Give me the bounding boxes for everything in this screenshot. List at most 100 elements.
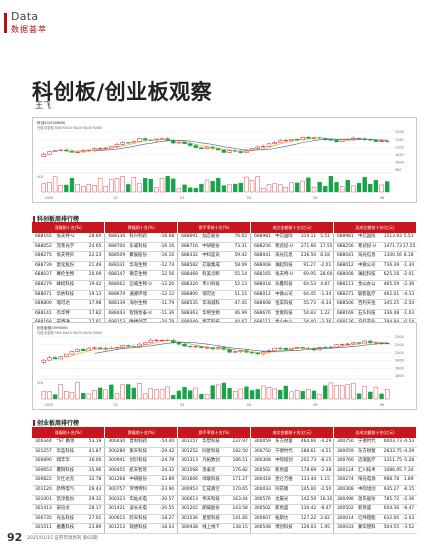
candle-body (41, 153, 47, 157)
table-cell: 126.03 (299, 523, 319, 534)
moving-average-line (94, 342, 388, 354)
table-cell: 20.09 (85, 270, 106, 281)
table-cell: 300014 (333, 514, 357, 525)
table-cell: 300033 (333, 523, 357, 534)
candle-body (204, 347, 210, 349)
table-cell: 688037 (32, 270, 56, 281)
table-cell: 301413 (32, 504, 56, 515)
table-cell: 2.82 (318, 514, 334, 525)
candle-body (58, 356, 63, 360)
table-cell: 凡拓数创 (201, 456, 232, 467)
table-cell: 覆铜科技 (55, 466, 86, 477)
volume-bar (227, 388, 232, 400)
table-cell: -12.56 (158, 270, 179, 281)
table-cell: 19.13 (85, 290, 106, 301)
table-cell: 澜起科技 (274, 261, 300, 272)
table-cell: 中际旭创 (274, 456, 300, 467)
table-cell: 300607 (250, 514, 275, 525)
table-cell: 688691 (177, 233, 202, 243)
table-cell: 688256 (333, 242, 357, 253)
price-label: 2000 (395, 359, 404, 363)
volume-bar (103, 186, 108, 193)
table-cell: 688111 (333, 280, 357, 291)
candle-body (221, 149, 227, 153)
table-row: 301120 新特电气 29.43 300757 罗博特科 -23.90 300953 汇成真… (32, 485, 417, 496)
table-cell: 301536 (177, 514, 202, 525)
candle-body (345, 343, 351, 345)
table-cell: 中际旭创 (357, 485, 383, 496)
volume-bar (171, 178, 176, 193)
volume-bar (266, 184, 272, 193)
candle-body (255, 146, 260, 149)
candle-body (278, 140, 283, 143)
volume-bar (210, 181, 215, 193)
volume-bar (92, 390, 97, 400)
table-cell: 伟天科技 (201, 495, 232, 506)
candle-body (159, 339, 165, 341)
candle-body (142, 138, 148, 141)
table-cell: -1.03 (401, 309, 417, 320)
date-label: 03 (180, 196, 184, 200)
table-cell: 1513.93 (382, 233, 402, 243)
price-label: 1200 (395, 130, 404, 134)
candle-body (238, 350, 244, 352)
table-cell: 17.98 (85, 299, 106, 310)
table-cell: 普利制药 (128, 438, 159, 448)
volume-bar (109, 384, 114, 400)
table-cell: -29.42 (158, 447, 179, 458)
table-cell: 336.48 (382, 309, 402, 320)
table-row: 688165 埃夫特-U 28.60 688136 科兴制药 -16.68 688691 灿芯… (32, 233, 417, 243)
price-label: 950 (395, 168, 401, 172)
volume-bar (328, 382, 334, 400)
volume-bar (47, 391, 52, 400)
candle-body (137, 138, 142, 142)
candle-body (52, 149, 58, 152)
table-cell: 中科蓝讯 (201, 251, 232, 262)
volume-bar (148, 388, 153, 400)
volume-bar (362, 386, 367, 400)
table-cell: 688331 (104, 261, 129, 272)
table-cell: -2.50 (318, 485, 334, 496)
volume-bar (126, 184, 131, 193)
volume-bar (159, 389, 165, 400)
table-cell: 罗博特科 (128, 485, 159, 496)
volume-bar (81, 186, 86, 193)
table-cell: 1.22 (318, 309, 334, 320)
table-cell: 博创科技 (274, 523, 300, 534)
candle-body (182, 141, 187, 144)
candle-body (187, 143, 193, 146)
candle-body (182, 343, 187, 347)
table-cell: -2.36 (401, 280, 417, 291)
table-cell: -54.40 (158, 438, 179, 448)
volume-bar (351, 185, 356, 193)
table-cell: 310.11 (299, 233, 319, 243)
table-cell: 301313 (177, 456, 202, 467)
table-cell: 17.55 (318, 242, 334, 253)
table-row: 688739 蛋化股份 21.49 688331 华海生物 -12.74 688582 芯联集… (32, 261, 417, 272)
table-cell: 300430 (104, 438, 129, 448)
volume-bar (306, 389, 311, 400)
table-cell: 688062 (104, 280, 129, 291)
page-number: 92 (7, 531, 23, 544)
table-cell: 688279 (32, 280, 56, 291)
volume-bar (75, 382, 80, 400)
candle-body (356, 342, 362, 344)
table-cell: 24.65 (85, 242, 106, 253)
table-cell: 301001 (32, 495, 56, 506)
table-row: 300653 覆铜科技 35.96 300455 航天智装 -24.32 301568 思泰克… (32, 466, 417, 477)
table-cell: -4.29 (401, 447, 417, 458)
table-cell: 埃夫特-U (274, 270, 300, 281)
table-cell: 茂莱光学 (55, 242, 86, 253)
volume-bar (289, 391, 294, 400)
table-cell: 新易盛 (274, 504, 300, 515)
table-cell: -2.01 (318, 261, 334, 272)
table-header: 换手率前十名(%) (177, 222, 252, 233)
table-cell: 52.13 (231, 280, 252, 291)
table-cell: 688320 (177, 280, 202, 291)
table-cell: 阳光电源 (357, 475, 383, 486)
table-cell: 64.53 (299, 280, 319, 291)
table-cell: -24.78 (158, 456, 179, 467)
table-cell: 海光信息 (274, 251, 300, 262)
volume-bar (193, 387, 198, 400)
volume-bar (261, 188, 266, 193)
